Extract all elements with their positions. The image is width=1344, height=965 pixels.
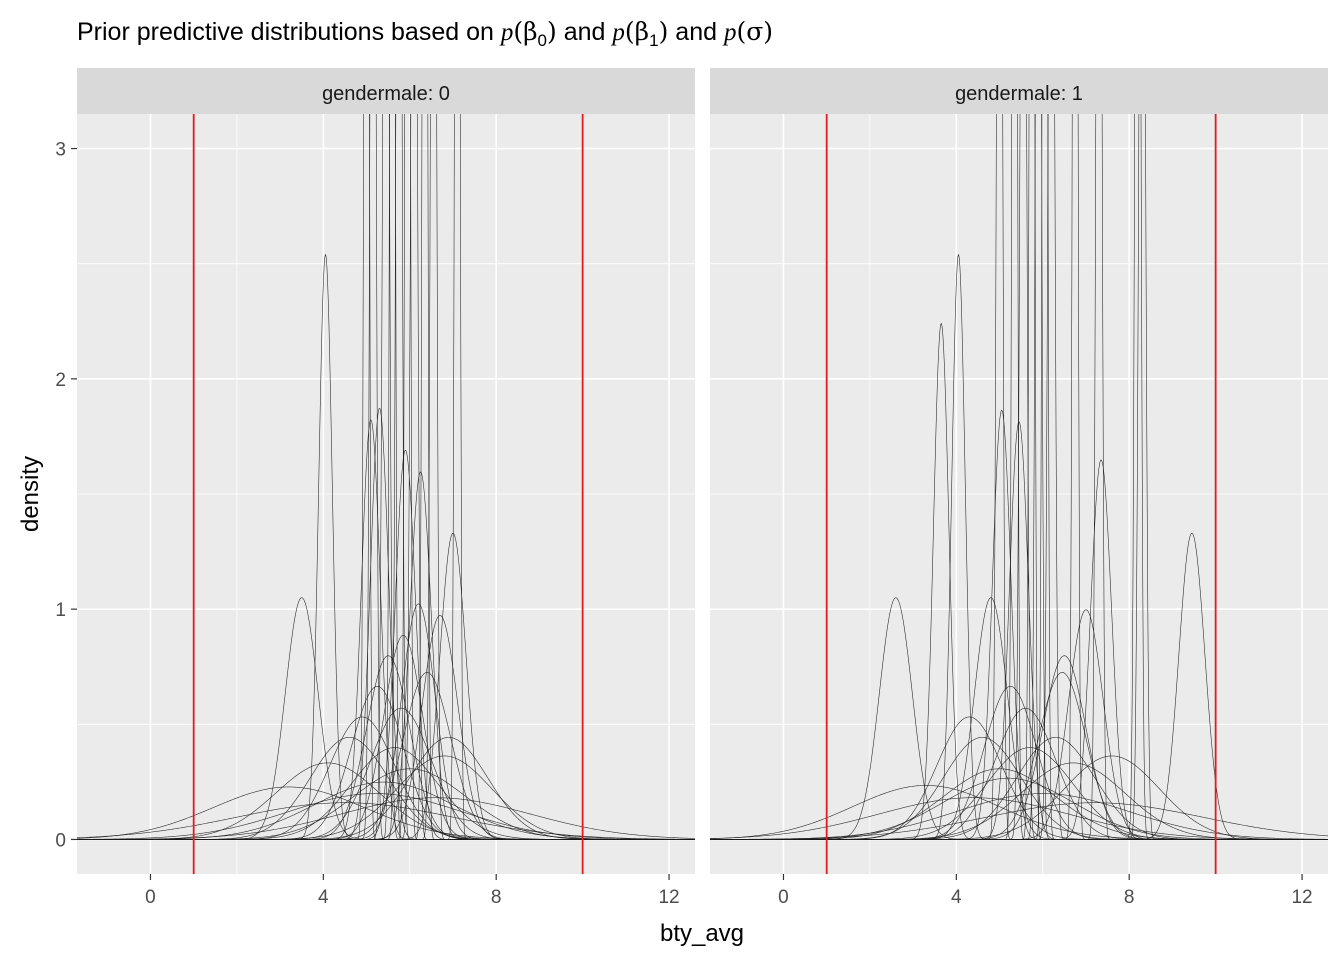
x-tick-label: 0 — [145, 887, 156, 908]
title-open-0: ( — [513, 17, 523, 46]
density-curve-18 — [77, 797, 695, 840]
y-tick-label: 0 — [55, 830, 66, 851]
title-close-0: ) — [547, 17, 557, 46]
x-tick-label: 12 — [1291, 887, 1312, 908]
x-tick-label: 8 — [1124, 887, 1135, 908]
x-tick-label: 12 — [658, 887, 679, 908]
title-close-2: ) — [763, 17, 773, 46]
density-curve-35 — [710, 755, 1328, 840]
title-sigma: σ — [746, 17, 763, 46]
facet-strip-label-0: gendermale: 0 — [322, 83, 450, 105]
facet-panel-1: gendermale: 1 0 4 8 12 — [710, 68, 1328, 908]
x-tick-label: 0 — [778, 887, 789, 908]
density-curve-35 — [77, 634, 695, 840]
title-open-1: ( — [625, 17, 635, 46]
title-prefix: Prior predictive distributions based on — [77, 18, 501, 46]
density-curve-17 — [77, 802, 695, 840]
chart-title: Prior predictive distributions based on … — [77, 17, 773, 50]
y-axis-title: density — [17, 456, 44, 532]
density-curve-17 — [710, 797, 1328, 840]
x-axis-title: bty_avg — [660, 920, 744, 947]
y-tick-label: 3 — [55, 140, 66, 161]
title-p-0: p — [499, 19, 514, 46]
x-tick-label: 8 — [491, 887, 502, 908]
title-beta-0: β — [523, 17, 537, 46]
title-open-2: ( — [736, 17, 746, 46]
title-beta-1: β — [635, 17, 649, 46]
x-tick-label: 4 — [951, 887, 962, 908]
title-and-0: and — [557, 18, 613, 46]
title-sub-1: 1 — [649, 31, 658, 50]
title-p-2: p — [722, 19, 737, 46]
facet-strip-0 — [77, 68, 695, 114]
facet-strip-1 — [710, 68, 1328, 114]
y-tick-label: 2 — [55, 370, 66, 391]
panel-plot-area-1 — [710, 114, 1328, 874]
title-sub-0: 0 — [538, 31, 547, 50]
y-tick-label: 1 — [55, 600, 66, 621]
title-close-1: ) — [659, 17, 669, 46]
facet-strip-label-1: gendermale: 1 — [955, 83, 1083, 105]
title-p-1: p — [610, 19, 625, 46]
panel-plot-area-0 — [77, 114, 695, 874]
x-tick-label: 4 — [318, 887, 329, 908]
title-and-1: and — [668, 18, 724, 46]
density-curve-19 — [77, 793, 695, 840]
